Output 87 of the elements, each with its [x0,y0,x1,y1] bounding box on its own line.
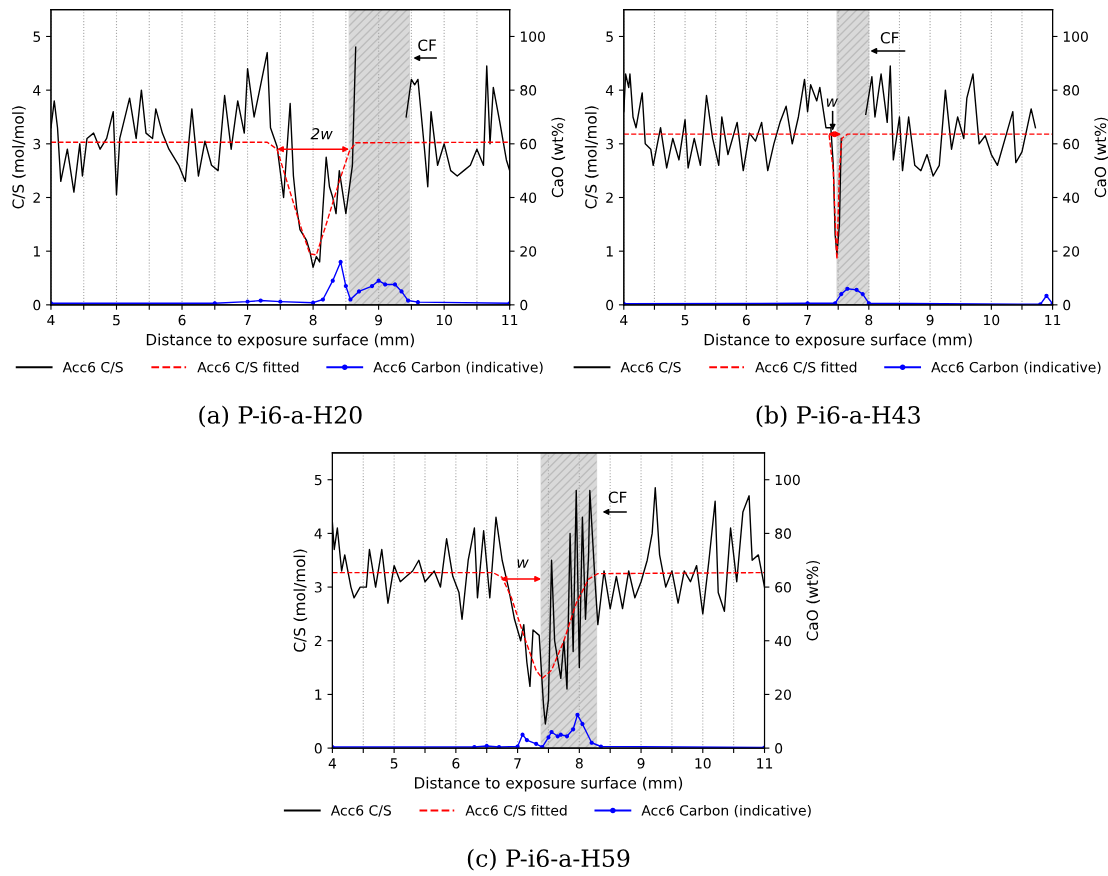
y2-tick-label: 60 [1063,138,1080,150]
y-axis-title: C/S (mol/mol) [584,106,599,209]
x-tick-label: 8 [865,314,873,326]
text: (b) P-i6-a-H43 [756,405,920,428]
y2-tick-label: 60 [775,582,791,593]
y2-tick-label: 100 [520,31,545,42]
annotation: w [517,559,529,568]
y2-tick-label: 80 [520,85,537,96]
x-tick-label: 9 [637,758,645,769]
legend-label: Acc6 Carbon (indicative) [931,361,1101,375]
y-tick-label: 2 [33,192,40,203]
y-tick-label: 5 [314,474,322,486]
y2-axis-title: CaO (wt%) [551,117,566,198]
legend-label: Acc6 C/S fitted [197,361,299,374]
y2-axis-title: CaO (wt%) [1094,117,1108,198]
y2-tick-label: 100 [775,474,800,486]
y2-tick-label: 0 [520,299,528,311]
y2-tick-label: 40 [774,635,791,647]
x-tick-label: 10 [695,758,711,769]
x-axis-title: Distance to exposure surface (mm) [704,333,972,349]
annotation: w [826,98,839,107]
x-tick-label: 6 [452,758,460,769]
y2-tick-label: 40 [520,192,537,203]
y-tick-label: 1 [315,689,322,700]
x-tick-label: 7 [514,758,521,769]
y2-tick-label: 100 [1063,31,1088,42]
x-tick-label: 6 [742,314,750,326]
x-tick-label: 5 [681,315,689,326]
text: (a) P-i6-a-H20 [199,405,362,428]
x-axis-title: Distance to exposure surface (mm) [146,333,414,349]
x-tick-label: 5 [390,758,398,769]
y2-tick-label: 40 [1063,192,1080,203]
y2-tick-label: 20 [520,246,537,257]
annotation: CF [418,39,436,51]
y-tick-label: 4 [314,528,322,539]
annotation: CF [880,32,899,44]
y2-axis-title: CaO (wt%) [806,560,820,641]
legend-label: Acc6 C/S fitted [755,361,857,374]
y2-tick-label: 20 [1063,246,1080,257]
annotation: 2w [310,127,333,140]
x-tick-label: 11 [1045,315,1061,326]
x-tick-label: 9 [926,314,934,326]
x-tick-label: 7 [244,315,251,326]
x-tick-label: 9 [375,314,383,326]
y-tick-label: 1 [33,246,40,257]
annotation: CF [608,491,627,504]
y-tick-label: 3 [314,582,322,593]
x-tick-label: 7 [804,315,811,326]
x-tick-label: 10 [436,314,453,326]
y-tick-label: 1 [606,246,613,257]
y-tick-label: 0 [606,299,614,311]
y-axis-title: C/S (mol/mol) [12,106,26,209]
y-tick-label: 3 [33,138,41,150]
legend-label: Acc6 C/S [330,805,391,817]
legend-label: Acc6 Carbon (indicative) [641,804,811,818]
x-tick-label: 6 [178,314,186,326]
y-tick-label: 4 [605,85,614,96]
y-tick-label: 4 [33,85,41,96]
legend-label: Acc6 C/S fitted [465,804,567,817]
x-tick-label: 8 [309,314,317,326]
y-tick-label: 5 [33,31,41,42]
x-axis-title: Distance to exposure surface (mm) [415,776,683,792]
y-tick-label: 0 [314,743,322,754]
y-tick-label: 2 [314,635,322,647]
y-axis-title: C/S (mol/mol) [293,549,308,652]
x-tick-label: 5 [113,315,120,326]
y2-tick-label: 20 [775,689,791,700]
x-tick-label: 11 [757,758,773,769]
y-tick-label: 5 [606,31,613,42]
x-tick-label: 4 [620,315,628,326]
legend-label: Acc6 Carbon (indicative) [373,361,543,375]
x-tick-label: 10 [984,314,1000,326]
legend-label: Acc6 C/S [62,361,123,374]
y-tick-label: 3 [606,138,613,150]
y-tick-label: 2 [606,192,613,203]
y2-tick-label: 80 [1063,85,1080,96]
x-tick-label: 4 [328,758,337,769]
legend-label: Acc6 C/S [620,361,681,374]
text: (c) P-i6-a-H59 [467,848,630,871]
x-tick-label: 4 [47,315,55,326]
x-tick-label: 11 [502,315,518,326]
x-tick-label: 8 [575,758,583,769]
y-tick-label: 0 [33,299,41,311]
y2-tick-label: 0 [775,743,783,754]
y2-tick-label: 0 [1063,299,1071,311]
y2-tick-label: 80 [775,528,791,539]
y2-tick-label: 60 [520,138,537,150]
